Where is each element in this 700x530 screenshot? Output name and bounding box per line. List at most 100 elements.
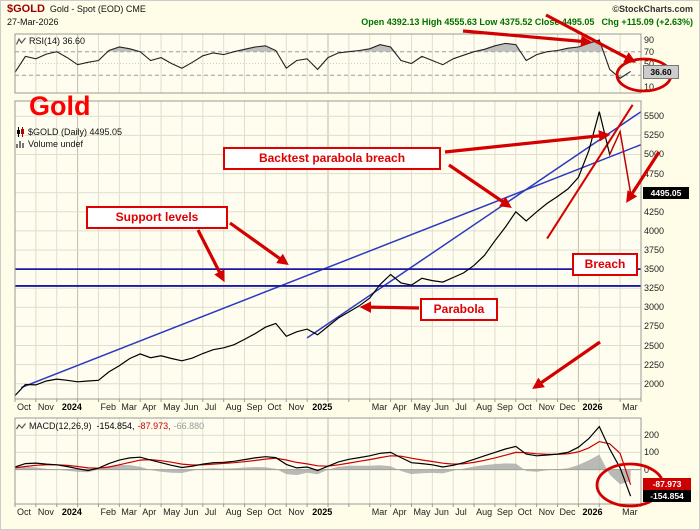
change-value: Chg +115.09 (+2.63%) <box>601 17 693 27</box>
price-tick-label: 5250 <box>644 130 665 141</box>
gold-watermark: Gold <box>29 91 91 121</box>
x-axis-label: Nov <box>37 402 54 412</box>
quote-row: 27-Mar-2026 Open 4392.13 High 4555.63 Lo… <box>7 17 693 27</box>
macd-icon <box>16 422 26 431</box>
macd-value-box: -154.854 <box>643 490 691 502</box>
x-axis-label: Jun <box>183 402 199 412</box>
x-axis-label: Aug <box>476 402 493 412</box>
x-axis-label: Nov <box>538 402 555 412</box>
rsi-icon <box>16 37 26 46</box>
x-axis-label: Feb <box>100 507 116 517</box>
x-axis-label: 2026 <box>582 507 603 517</box>
x-axis-label: May <box>413 507 431 517</box>
stockcharts-credit: ©StockCharts.com <box>612 4 693 14</box>
x-axis-label: Jun <box>434 402 449 412</box>
price-tick-label: 3250 <box>644 283 665 294</box>
x-axis-label: Nov <box>538 507 555 517</box>
rsi-tick-label: 10 <box>644 82 655 93</box>
x-axis-label: Oct <box>17 507 32 517</box>
x-axis-label: 2024 <box>61 507 82 517</box>
price-line <box>15 111 632 397</box>
x-axis-label: May <box>163 402 181 412</box>
x-axis-label: Mar <box>371 402 388 412</box>
price-tick-label: 5500 <box>644 111 665 122</box>
rsi-label: RSI(14) 36.60 <box>29 36 86 46</box>
x-axis-label: Nov <box>288 507 305 517</box>
price-tick-label: 4250 <box>644 206 665 217</box>
x-axis-label: Jun <box>434 507 449 517</box>
ticker-symbol: $GOLD <box>7 3 45 15</box>
candlestick-icon <box>16 127 25 137</box>
annotation-backtest: Backtest parabola breach <box>223 147 441 170</box>
macd-signal-line <box>14 440 632 485</box>
x-axis-label: 2025 <box>312 507 333 517</box>
x-axis-label: Nov <box>37 507 54 517</box>
price-tick-label: 5000 <box>644 149 665 160</box>
x-axis-label: Aug <box>225 402 242 412</box>
macd-legend: MACD(12,26,9) -154.854, -87.973, -66.880 <box>16 421 204 431</box>
macd-line <box>14 425 632 497</box>
x-axis-label: May <box>163 507 181 517</box>
rsi-legend: RSI(14) 36.60 <box>16 36 85 46</box>
price-value-box: 4495.05 <box>643 187 689 199</box>
volume-icon <box>16 140 25 148</box>
x-axis-label: Jun <box>183 507 199 517</box>
x-axis-label: Oct <box>267 507 282 517</box>
x-axis-label: Jul <box>204 402 217 412</box>
macd-signal-value-box: -87.973 <box>643 478 691 490</box>
x-axis-label: Mar <box>622 507 638 517</box>
x-axis-label: Aug <box>476 507 493 517</box>
x-axis-label: Sep <box>246 402 263 412</box>
annotation-parabola: Parabola <box>420 298 498 321</box>
macd-tick-label: 0 <box>644 464 650 475</box>
macd-histogram <box>15 454 631 485</box>
price-tick-label: 3750 <box>644 245 665 255</box>
x-axis-label: Sep <box>246 507 263 517</box>
x-axis-label: May <box>413 402 431 412</box>
price-tick-label: 4000 <box>644 225 665 236</box>
x-axis-label: Sep <box>496 402 513 412</box>
x-axis-label: Jul <box>455 402 467 412</box>
price-tick-label: 2250 <box>644 359 665 370</box>
x-axis-label: 2024 <box>61 402 82 412</box>
price-tick-label: 4750 <box>644 168 665 179</box>
x-axis-label: 2025 <box>312 402 333 412</box>
x-axis-label: Jul <box>455 507 467 517</box>
trendline-parabola-final <box>546 104 634 240</box>
x-axis-label: Aug <box>225 507 242 517</box>
x-axis-label: 2026 <box>582 402 603 412</box>
x-axis-label: Apr <box>392 507 407 517</box>
annotation-breach: Breach <box>572 253 638 276</box>
x-axis-label: Oct <box>517 507 532 517</box>
x-axis-label: Dec <box>559 402 576 412</box>
price-legend: $GOLD (Daily) 4495.05 <box>16 127 122 137</box>
x-axis-label: Nov <box>288 402 305 412</box>
macd-label: MACD(12,26,9) <box>29 421 92 431</box>
rsi-line <box>14 39 631 79</box>
x-axis-label: Mar <box>622 402 638 412</box>
price-tick-label: 3500 <box>644 264 665 275</box>
x-axis-label: Feb <box>100 402 116 412</box>
trendline-long-uptrend <box>20 143 641 389</box>
price-tick-label: 3000 <box>644 302 665 313</box>
price-tick-label: 2000 <box>644 378 665 389</box>
macd-value-signal: -87.973, <box>137 421 171 431</box>
rsi-value-box: 36.60 <box>643 65 679 79</box>
x-axis-label: Apr <box>392 402 407 412</box>
price-tick-label: 2750 <box>644 321 665 332</box>
x-axis-label: Oct <box>517 402 532 412</box>
rsi-tick-label: 90 <box>644 34 655 45</box>
chart-title: Gold - Spot (EOD) CME <box>49 4 146 14</box>
macd-tick-label: 200 <box>644 430 660 441</box>
volume-legend-text: Volume undef <box>28 139 84 149</box>
x-axis-label: Mar <box>121 402 137 412</box>
price-tick-label: 2500 <box>644 340 665 351</box>
macd-value-main: -154.854, <box>96 421 135 431</box>
x-axis-label: Mar <box>121 507 137 517</box>
price-legend-text: $GOLD (Daily) 4495.05 <box>28 127 123 137</box>
x-axis-label: Jul <box>204 507 217 517</box>
x-axis-label: Dec <box>559 507 576 517</box>
x-axis-label: Apr <box>142 402 157 412</box>
annotation-support-levels: Support levels <box>86 206 228 229</box>
x-axis-label: Oct <box>267 402 282 412</box>
